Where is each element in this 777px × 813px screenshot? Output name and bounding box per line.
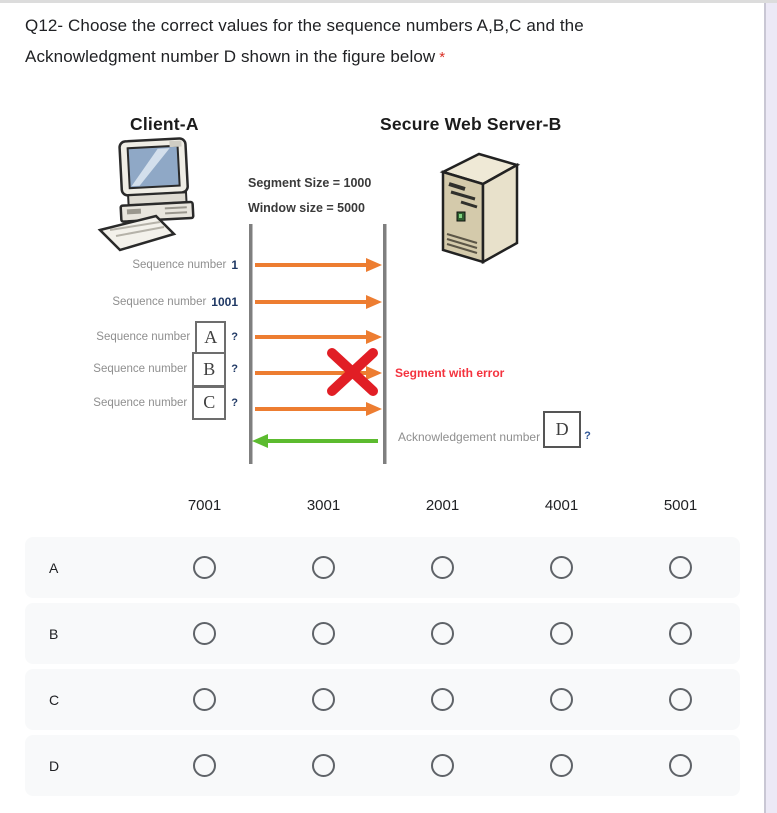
radio-D-7001[interactable] — [193, 754, 216, 777]
row-label-d: D — [49, 757, 60, 774]
top-divider — [0, 0, 777, 3]
grid-row-c: C — [25, 669, 740, 730]
radio-A-3001[interactable] — [312, 556, 335, 579]
question-mark: ? — [584, 430, 591, 442]
radio-A-4001[interactable] — [550, 556, 573, 579]
client-label: Client-A — [130, 114, 199, 134]
column-header-7001: 7001 — [187, 497, 222, 514]
window-size-text: Window size = 5000 — [248, 201, 365, 215]
grid-row-b: B — [25, 603, 740, 664]
sequence-row-b: Sequence number B ? — [75, 352, 238, 386]
radio-D-3001[interactable] — [312, 754, 335, 777]
sequence-row-1: Sequence number 1 — [75, 248, 238, 282]
column-header-2001: 2001 — [425, 497, 460, 514]
diagram-graphics — [97, 137, 521, 464]
sequence-row-2: Sequence number 1001 — [75, 285, 238, 319]
unknown-box-b: B — [192, 352, 227, 386]
radio-D-5001[interactable] — [669, 754, 692, 777]
radio-C-7001[interactable] — [193, 688, 216, 711]
answer-grid: 7001 3001 2001 4001 5001 A B C D — [25, 490, 740, 801]
tcp-sequence-diagram: Client-A Secure Web Server-B Segment Siz… — [60, 108, 680, 478]
question-mark: ? — [231, 331, 238, 343]
question-title: Q12- Choose the correct values for the s… — [25, 10, 725, 73]
sequence-label: Sequence number — [132, 259, 227, 271]
radio-D-4001[interactable] — [550, 754, 573, 777]
column-header-5001: 5001 — [663, 497, 698, 514]
radio-C-2001[interactable] — [431, 688, 454, 711]
column-header-4001: 4001 — [544, 497, 579, 514]
client-computer-icon — [97, 137, 195, 252]
radio-A-2001[interactable] — [431, 556, 454, 579]
question-title-line1: Q12- Choose the correct values for the s… — [25, 16, 584, 35]
segment-arrows — [255, 258, 382, 416]
sequence-row-c: Sequence number C ? — [75, 385, 238, 420]
question-mark: ? — [231, 363, 238, 375]
radio-B-5001[interactable] — [669, 622, 692, 645]
server-timeline-bar — [383, 224, 387, 464]
sequence-value: 1001 — [211, 295, 238, 309]
radio-B-2001[interactable] — [431, 622, 454, 645]
acknowledgement-row: Acknowledgement number D ? — [398, 410, 591, 448]
radio-B-4001[interactable] — [550, 622, 573, 645]
radio-A-5001[interactable] — [669, 556, 692, 579]
server-tower-icon — [439, 152, 521, 265]
radio-D-2001[interactable] — [431, 754, 454, 777]
grid-row-a: A — [25, 537, 740, 598]
sequence-label: Sequence number — [93, 397, 188, 409]
row-label-c: C — [49, 691, 60, 708]
ack-arrow — [252, 434, 378, 448]
grid-row-d: D — [25, 735, 740, 796]
segment-size-text: Segment Size = 1000 — [248, 176, 372, 190]
sequence-value: 1 — [231, 258, 238, 272]
unknown-box-a: A — [195, 320, 227, 354]
sequence-label: Sequence number — [112, 296, 207, 308]
question-mark: ? — [231, 397, 238, 409]
unknown-box-d: D — [543, 411, 582, 448]
segment-error-label: Segment with error — [395, 366, 505, 380]
sequence-row-a: Sequence number A ? — [75, 320, 238, 354]
radio-A-7001[interactable] — [193, 556, 216, 579]
radio-C-4001[interactable] — [550, 688, 573, 711]
page-background-strip — [764, 0, 777, 813]
grid-header-row: 7001 3001 2001 4001 5001 — [25, 490, 740, 537]
sequence-label: Sequence number — [93, 363, 188, 375]
error-x-icon — [327, 348, 378, 396]
radio-B-3001[interactable] — [312, 622, 335, 645]
required-asterisk: * — [439, 49, 446, 66]
client-timeline-bar — [249, 224, 253, 464]
sequence-label: Sequence number — [96, 331, 191, 343]
row-label-b: B — [49, 625, 59, 642]
ack-label: Acknowledgement number — [398, 430, 541, 444]
unknown-box-c: C — [192, 385, 227, 420]
question-title-line2: Acknowledgment number D shown in the fig… — [25, 47, 436, 66]
server-label: Secure Web Server-B — [380, 114, 562, 134]
row-label-a: A — [49, 559, 59, 576]
radio-C-5001[interactable] — [669, 688, 692, 711]
radio-B-7001[interactable] — [193, 622, 216, 645]
column-header-3001: 3001 — [306, 497, 341, 514]
radio-C-3001[interactable] — [312, 688, 335, 711]
